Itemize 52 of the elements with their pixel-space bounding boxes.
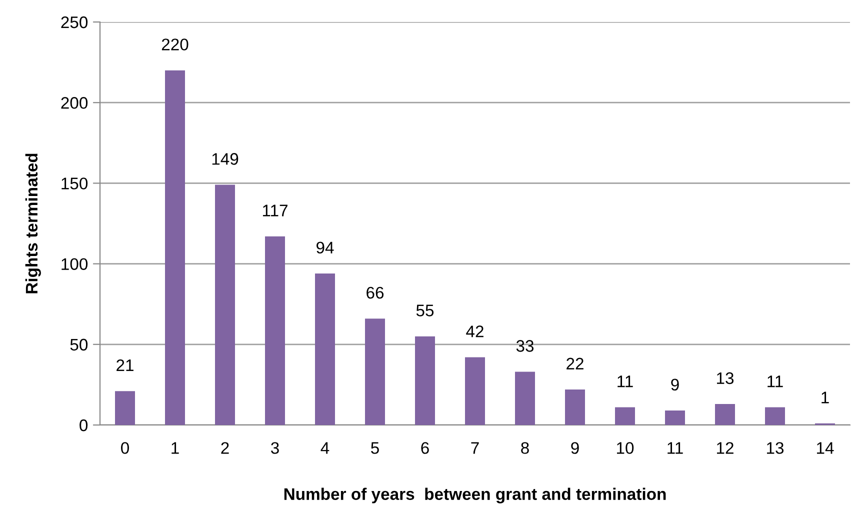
data-label: 33 (516, 340, 534, 352)
data-label: 220 (162, 38, 188, 50)
x-axis-title: Number of years between grant and termination (284, 488, 666, 504)
bar (515, 372, 535, 425)
x-tick-label: 3 (271, 442, 279, 454)
bar (465, 357, 485, 425)
bar (315, 273, 335, 425)
y-tick-label: 200 (61, 97, 88, 109)
x-tick-label: 9 (571, 442, 579, 454)
x-tick-label: 14 (817, 442, 834, 454)
data-label: 55 (416, 304, 434, 316)
data-label: 9 (671, 378, 679, 391)
bar (115, 391, 135, 425)
x-tick-label: 10 (617, 442, 634, 454)
data-label: 94 (316, 242, 334, 254)
x-tick-label: 11 (668, 442, 683, 454)
data-label: 42 (466, 326, 484, 338)
data-label: 117 (262, 204, 288, 216)
x-tick-label: 7 (471, 442, 479, 454)
data-label: 22 (566, 358, 584, 370)
x-tick-label: 4 (320, 442, 330, 454)
data-label: 1 (822, 392, 829, 404)
x-tick-label: 2 (221, 442, 229, 454)
bar (765, 407, 785, 425)
y-tick-label: 150 (62, 178, 88, 190)
y-tick-label: 50 (70, 338, 88, 351)
data-label: 11 (618, 376, 633, 388)
data-label: 21 (116, 359, 134, 372)
data-label: 149 (212, 153, 238, 165)
x-tick-label: 8 (521, 442, 529, 454)
data-label: 11 (768, 376, 783, 388)
x-tick-label: 13 (767, 442, 784, 454)
y-tick-label: 250 (61, 16, 88, 28)
y-tick-label: 0 (80, 419, 88, 432)
bar (365, 318, 385, 425)
x-tick-label: 1 (172, 442, 179, 454)
bar (615, 407, 635, 425)
y-axis-title: Rights terminated (25, 154, 41, 294)
bar (415, 336, 435, 425)
x-tick-label: 0 (121, 442, 129, 454)
bar (265, 236, 285, 425)
y-tick-label: 100 (62, 258, 88, 270)
bar (665, 410, 685, 425)
bar (715, 404, 735, 425)
data-label: 66 (366, 286, 384, 299)
bar (215, 184, 235, 425)
x-tick-label: 6 (421, 442, 429, 454)
bar (565, 390, 585, 425)
x-tick-label: 12 (717, 442, 734, 454)
data-label: 13 (717, 372, 734, 384)
bar (165, 70, 185, 425)
x-tick-label: 5 (371, 442, 379, 454)
